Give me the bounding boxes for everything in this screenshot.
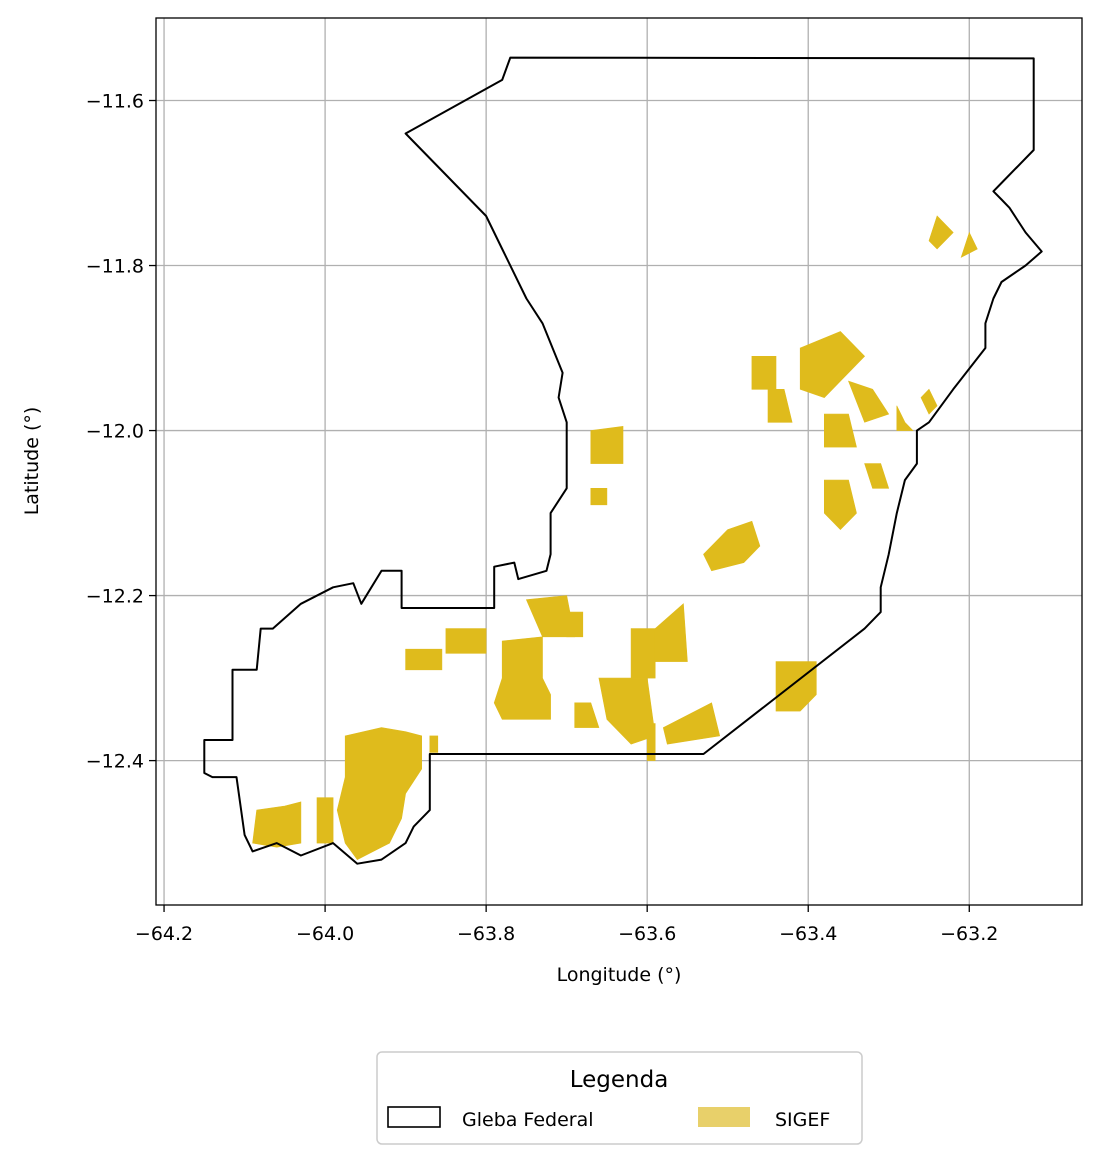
legend: Legenda Gleba Federal SIGEF [376,1051,863,1145]
sigef-parcel [316,797,334,844]
sigef-parcel [252,801,302,848]
sigef-parcel [574,702,600,728]
y-axis: −11.6 −11.8 −12.0 −12.2 −12.4 [86,91,156,773]
legend-label-gleba-federal: Gleba Federal [462,1109,594,1131]
sigef-parcel [566,611,584,638]
sigef-parcel [703,520,761,572]
legend-title: Legenda [570,1067,669,1093]
x-tick-label: −64.2 [135,923,193,945]
x-tick-label: −64.0 [296,923,354,945]
sigef-parcel [847,380,890,423]
sigef-parcel [823,479,857,531]
plot-frame [155,17,1083,906]
legend-label-sigef: SIGEF [775,1109,830,1131]
x-tick-label: −63.8 [457,923,515,945]
y-tick-label: −11.8 [86,256,144,278]
sigef-parcel [960,231,978,258]
sigef-parcel [590,487,608,506]
y-axis-label: Latitude (°) [21,407,43,516]
sigef-parcel [654,603,688,662]
gleba-federal-outline [203,56,1043,865]
sigef-parcel [751,355,777,390]
sigef-parcel [646,723,656,761]
sigef-parcel [896,405,914,431]
sigef-parcel [823,413,857,448]
sigef-parcel [928,215,954,250]
sigef-parcel [864,463,890,489]
sigef-parcel [493,636,551,720]
sigef-parcel [799,331,866,398]
x-tick-label: −63.2 [940,923,998,945]
sigef-parcel [920,388,938,415]
y-tick-label: −12.2 [86,586,144,608]
sigef-parcel [429,735,439,753]
sigef-parcel [405,648,443,671]
sigef-parcels [252,215,978,860]
y-tick-label: −12.0 [86,421,144,443]
sigef-parcel [662,702,721,745]
sigef-parcel [445,628,487,654]
sigef-parcel [598,677,656,745]
x-tick-label: −63.4 [779,923,837,945]
sigef-parcel [590,426,624,464]
sigef-parcel [336,727,423,860]
y-tick-label: −12.4 [86,751,144,773]
sigef-parcel [630,628,656,679]
gleba-federal-boundary [203,56,1043,865]
sigef-parcel [767,388,793,423]
x-axis-label: Longitude (°) [557,964,682,986]
x-axis: −64.2 −64.0 −63.8 −63.6 −63.4 −63.2 [135,905,998,945]
legend-swatch-gleba-federal [387,1106,441,1128]
x-tick-label: −63.6 [618,923,676,945]
y-tick-label: −11.6 [86,91,144,113]
plot-area [155,17,1083,906]
legend-swatch-sigef [698,1107,750,1127]
